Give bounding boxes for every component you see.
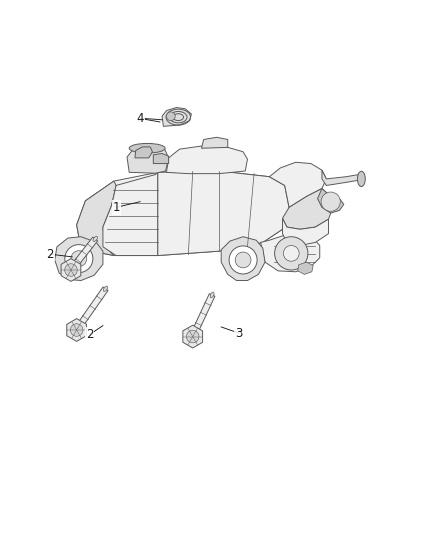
- Polygon shape: [166, 146, 247, 174]
- Polygon shape: [283, 219, 328, 246]
- Polygon shape: [269, 162, 326, 207]
- Circle shape: [283, 246, 299, 261]
- Polygon shape: [190, 294, 215, 338]
- Text: 3: 3: [235, 327, 242, 340]
- Circle shape: [65, 245, 93, 273]
- Text: 2: 2: [86, 328, 94, 341]
- Text: 1: 1: [112, 201, 120, 214]
- Ellipse shape: [210, 292, 214, 298]
- Polygon shape: [103, 172, 158, 255]
- Polygon shape: [127, 144, 169, 173]
- Polygon shape: [221, 237, 265, 280]
- Polygon shape: [162, 108, 191, 126]
- Circle shape: [71, 324, 83, 336]
- Circle shape: [229, 246, 257, 274]
- Polygon shape: [77, 181, 116, 255]
- Polygon shape: [298, 262, 313, 274]
- Circle shape: [65, 264, 77, 276]
- Polygon shape: [158, 171, 289, 255]
- Circle shape: [187, 330, 199, 343]
- Circle shape: [321, 192, 340, 211]
- Circle shape: [71, 251, 87, 266]
- Polygon shape: [61, 259, 81, 281]
- Ellipse shape: [93, 236, 98, 241]
- Polygon shape: [318, 189, 344, 213]
- Circle shape: [235, 252, 251, 268]
- Circle shape: [166, 112, 175, 120]
- Text: 4: 4: [136, 112, 144, 125]
- Polygon shape: [55, 237, 103, 280]
- Polygon shape: [77, 171, 289, 255]
- Polygon shape: [74, 287, 108, 332]
- Polygon shape: [67, 319, 87, 342]
- Polygon shape: [283, 189, 333, 229]
- Ellipse shape: [103, 286, 108, 292]
- Polygon shape: [261, 235, 320, 272]
- Polygon shape: [68, 237, 98, 272]
- Polygon shape: [322, 170, 361, 185]
- Polygon shape: [153, 154, 169, 164]
- Text: 2: 2: [46, 248, 54, 261]
- Polygon shape: [183, 325, 203, 348]
- Ellipse shape: [357, 171, 365, 187]
- Ellipse shape: [129, 143, 165, 153]
- Polygon shape: [135, 147, 152, 158]
- Polygon shape: [201, 138, 228, 148]
- Circle shape: [275, 237, 308, 270]
